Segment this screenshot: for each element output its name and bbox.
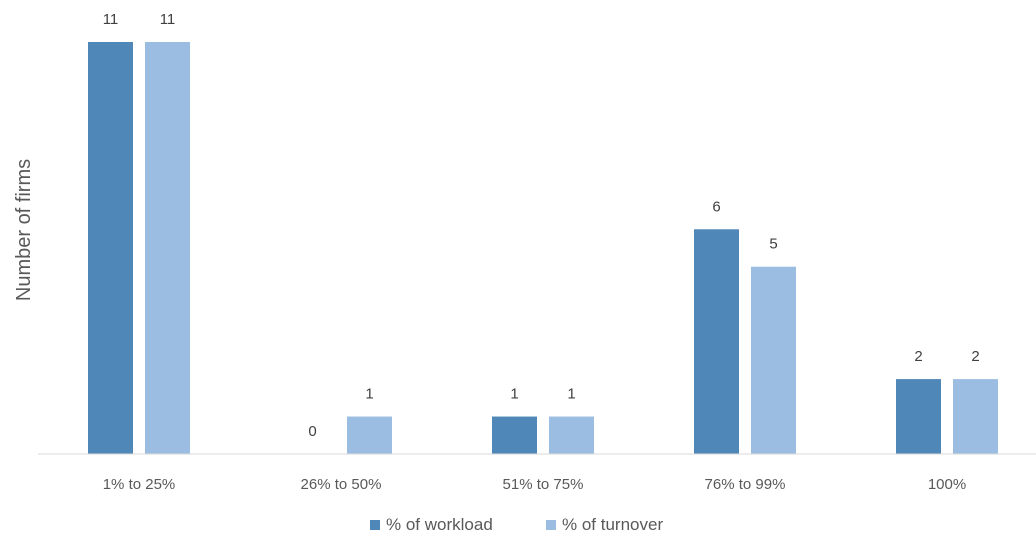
x-tick-label-1: 26% to 50% bbox=[301, 476, 382, 493]
bar-turnover-2 bbox=[549, 416, 594, 454]
legend-swatch-workload bbox=[370, 520, 380, 530]
bar-workload-2 bbox=[492, 416, 537, 454]
legend-swatch-turnover bbox=[546, 520, 556, 530]
legend-label-turnover: % of turnover bbox=[562, 515, 663, 534]
data-label-workload-4: 2 bbox=[914, 348, 922, 365]
data-label-workload-0: 11 bbox=[103, 11, 119, 28]
data-label-turnover-4: 2 bbox=[971, 348, 979, 365]
data-label-workload-2: 1 bbox=[510, 386, 518, 403]
x-tick-label-3: 76% to 99% bbox=[705, 476, 786, 493]
data-label-turnover-0: 11 bbox=[160, 11, 176, 28]
data-label-turnover-3: 5 bbox=[769, 236, 777, 253]
bar-workload-3 bbox=[694, 229, 739, 454]
legend-label-workload: % of workload bbox=[386, 515, 493, 534]
bar-turnover-1 bbox=[347, 416, 392, 454]
bar-turnover-0 bbox=[145, 42, 190, 454]
y-axis-title: Number of firms bbox=[13, 159, 35, 301]
x-tick-label-2: 51% to 75% bbox=[503, 476, 584, 493]
data-label-turnover-1: 1 bbox=[365, 386, 373, 403]
bar-turnover-3 bbox=[751, 266, 796, 454]
bars-group bbox=[88, 42, 998, 454]
x-tick-labels-group: 1% to 25% 26% to 50% 51% to 75% 76% to 99% 1… bbox=[103, 476, 966, 493]
bar-turnover-4 bbox=[953, 379, 998, 454]
bar-workload-4 bbox=[896, 379, 941, 454]
legend: % of workload % of turnover bbox=[370, 515, 663, 534]
data-label-workload-1: 0 bbox=[308, 423, 316, 440]
x-tick-label-4: 100% bbox=[928, 476, 966, 493]
x-tick-label-0: 1% to 25% bbox=[103, 476, 176, 493]
bar-workload-0 bbox=[88, 42, 133, 454]
data-label-turnover-2: 1 bbox=[567, 386, 575, 403]
data-label-workload-3: 6 bbox=[712, 198, 720, 215]
